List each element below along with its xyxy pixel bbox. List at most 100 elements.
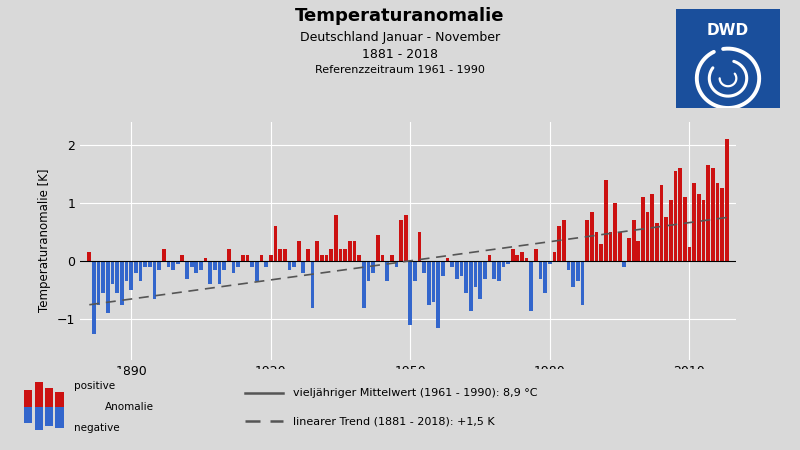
Y-axis label: Temperaturanomalie [K]: Temperaturanomalie [K]: [38, 169, 51, 312]
Bar: [92, 261, 96, 334]
Bar: [45, 407, 54, 426]
Bar: [306, 249, 310, 261]
Bar: [715, 183, 719, 261]
Bar: [460, 261, 463, 276]
Bar: [478, 261, 482, 299]
Bar: [34, 407, 43, 430]
Bar: [632, 220, 635, 261]
Bar: [530, 261, 533, 310]
Text: linearer Trend (1881 - 2018): +1,5 K: linearer Trend (1881 - 2018): +1,5 K: [293, 416, 494, 426]
Bar: [669, 200, 673, 261]
Bar: [418, 232, 422, 261]
Bar: [599, 243, 603, 261]
Bar: [441, 261, 445, 276]
Bar: [548, 261, 552, 264]
Bar: [171, 261, 175, 270]
Bar: [483, 261, 486, 279]
Text: Temperaturanomalie: Temperaturanomalie: [295, 7, 505, 25]
Bar: [236, 261, 240, 267]
Bar: [702, 200, 706, 261]
Bar: [325, 255, 329, 261]
Bar: [274, 226, 278, 261]
Bar: [586, 220, 589, 261]
Bar: [525, 258, 529, 261]
Bar: [102, 261, 105, 293]
Bar: [622, 261, 626, 267]
Bar: [725, 139, 729, 261]
Bar: [399, 220, 403, 261]
Bar: [464, 261, 468, 293]
Bar: [194, 261, 198, 273]
Bar: [125, 261, 128, 281]
Bar: [558, 226, 561, 261]
Bar: [250, 261, 254, 267]
Bar: [110, 261, 114, 284]
Bar: [315, 241, 319, 261]
Bar: [287, 261, 291, 270]
Bar: [190, 261, 194, 267]
Bar: [697, 194, 701, 261]
Bar: [269, 255, 273, 261]
Bar: [534, 249, 538, 261]
Bar: [255, 261, 258, 281]
Bar: [446, 258, 450, 261]
Bar: [511, 249, 514, 261]
Bar: [562, 220, 566, 261]
Bar: [246, 255, 250, 261]
Bar: [264, 261, 268, 267]
Bar: [130, 261, 133, 290]
Bar: [158, 261, 161, 270]
Bar: [650, 194, 654, 261]
Text: vieljähriger Mittelwert (1961 - 1990): 8,9 °C: vieljähriger Mittelwert (1961 - 1990): 8…: [293, 388, 538, 399]
Bar: [213, 261, 217, 270]
Text: DWD: DWD: [707, 23, 749, 38]
Bar: [353, 241, 356, 261]
Bar: [97, 261, 101, 305]
Bar: [106, 261, 110, 314]
Bar: [683, 197, 686, 261]
Bar: [502, 261, 506, 267]
Bar: [343, 249, 347, 261]
Text: Deutschland Januar - November: Deutschland Januar - November: [300, 32, 500, 45]
Bar: [390, 255, 394, 261]
Bar: [413, 261, 417, 281]
Bar: [241, 255, 245, 261]
Text: Referenzzeitraum 1961 - 1990: Referenzzeitraum 1961 - 1990: [315, 65, 485, 75]
Bar: [497, 261, 501, 281]
Bar: [55, 392, 64, 407]
Bar: [222, 261, 226, 270]
Bar: [358, 255, 361, 261]
Bar: [55, 407, 64, 428]
Bar: [515, 255, 519, 261]
Bar: [427, 261, 430, 305]
Text: negative: negative: [74, 423, 120, 433]
Bar: [381, 255, 384, 261]
Bar: [394, 261, 398, 267]
Bar: [148, 261, 152, 267]
Bar: [143, 261, 147, 267]
Bar: [204, 258, 207, 261]
Bar: [506, 261, 510, 264]
Bar: [664, 217, 668, 261]
Bar: [162, 249, 166, 261]
Bar: [688, 247, 691, 261]
Bar: [576, 261, 580, 281]
Bar: [637, 241, 640, 261]
Bar: [538, 261, 542, 279]
Bar: [330, 249, 333, 261]
Bar: [674, 171, 678, 261]
Bar: [181, 255, 184, 261]
Bar: [594, 232, 598, 261]
Bar: [138, 261, 142, 281]
Bar: [376, 235, 380, 261]
Bar: [45, 388, 54, 407]
Bar: [134, 261, 138, 273]
Text: 1881 - 2018: 1881 - 2018: [362, 48, 438, 61]
Bar: [553, 252, 557, 261]
Bar: [371, 261, 375, 273]
Bar: [218, 261, 222, 284]
Bar: [474, 261, 478, 287]
Bar: [115, 261, 119, 293]
Bar: [613, 203, 617, 261]
Bar: [176, 261, 179, 264]
